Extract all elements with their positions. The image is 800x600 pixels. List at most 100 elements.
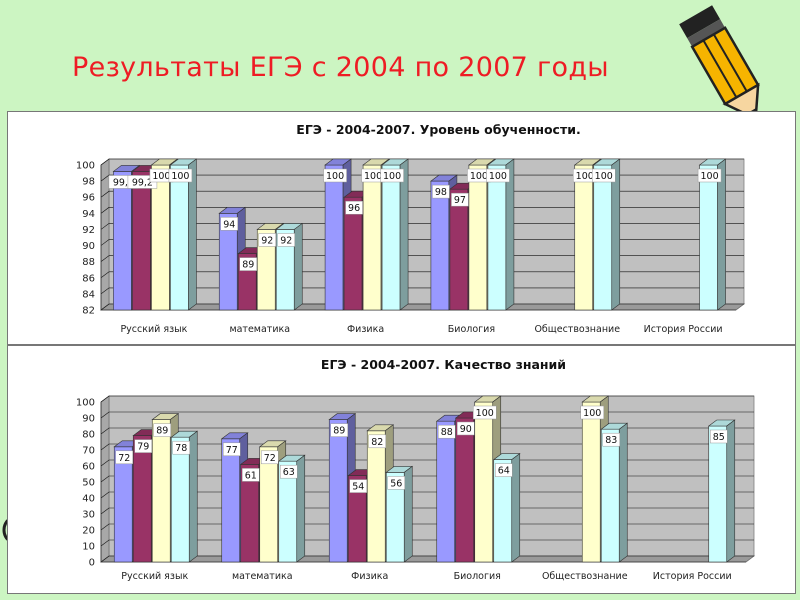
grid-line [100, 303, 744, 311]
grid-line [100, 475, 754, 483]
y-tick-label: 20 [82, 526, 95, 537]
y-tick-label: 96 [82, 193, 95, 204]
svg-text:89: 89 [156, 426, 168, 437]
y-tick-label: 30 [82, 510, 95, 521]
svg-text:100: 100 [595, 171, 613, 182]
data-label: 100 [592, 168, 616, 183]
bar [592, 158, 621, 311]
bar [169, 158, 198, 311]
category-label: Обществознание [534, 324, 620, 335]
category-label: Обществознание [542, 571, 628, 582]
grid-line [100, 443, 754, 451]
grid-line [100, 158, 744, 166]
y-tick-label: 70 [82, 446, 95, 457]
svg-text:63: 63 [283, 467, 295, 478]
category-label: Физика [351, 571, 388, 582]
y-tick-label: 98 [82, 177, 95, 188]
category-label: математика [232, 571, 293, 582]
data-label: 100 [168, 168, 193, 183]
chart-title: ЕГЭ - 2004-2007. Уровень обученности. [296, 122, 580, 137]
y-tick-label: 100 [76, 398, 95, 409]
svg-text:79: 79 [137, 442, 149, 453]
svg-text:100: 100 [171, 171, 189, 182]
bar [698, 158, 727, 311]
svg-text:100: 100 [326, 171, 344, 182]
y-tick-label: 40 [82, 494, 95, 505]
svg-text:100: 100 [476, 408, 494, 419]
svg-text:97: 97 [454, 195, 466, 206]
svg-text:100: 100 [364, 171, 382, 182]
chart-title: ЕГЭ - 2004-2007. Качество знаний [321, 357, 566, 372]
grid-line [100, 523, 754, 531]
y-tick-label: 60 [82, 462, 95, 473]
chart-kachestvo-znaniy: ЕГЭ - 2004-2007. Качество знаний 0 10 20 30 4… [76, 357, 756, 582]
svg-text:100: 100 [489, 171, 507, 182]
data-label: 100 [486, 168, 510, 183]
data-label: 88 [438, 424, 456, 439]
bar [600, 422, 629, 563]
grid-line [100, 427, 754, 435]
pencil-icon [679, 5, 760, 120]
y-tick-label: 50 [82, 478, 95, 489]
grid-line [100, 411, 754, 419]
plot-floor [99, 303, 746, 311]
bar [277, 454, 306, 563]
y-tick-label: 88 [82, 257, 95, 268]
svg-text:100: 100 [152, 171, 170, 182]
y-tick-label: 10 [82, 542, 95, 553]
grid-line [100, 539, 754, 547]
y-tick-label: 90 [82, 414, 95, 425]
svg-text:100: 100 [383, 171, 401, 182]
svg-text:89: 89 [333, 426, 345, 437]
bar [707, 419, 736, 563]
svg-text:99,2: 99,2 [132, 177, 153, 188]
data-label: 94 [220, 217, 238, 231]
category-label: История России [644, 324, 723, 335]
svg-text:56: 56 [390, 478, 402, 489]
data-label: 100 [473, 405, 497, 420]
grid-line [100, 223, 744, 230]
category-label: Русский язык [120, 324, 187, 335]
data-label: 96 [345, 200, 363, 215]
data-label: 100 [380, 168, 404, 183]
bar [385, 465, 414, 563]
y-tick-label: 0 [89, 558, 95, 569]
grid-line [100, 255, 744, 262]
data-label: 79 [134, 439, 152, 453]
svg-text:92: 92 [261, 235, 273, 246]
svg-text:94: 94 [223, 219, 235, 230]
y-tick-label: 100 [76, 161, 95, 172]
svg-text:54: 54 [352, 482, 364, 493]
category-label: Физика [347, 324, 384, 335]
chart-panel-1: ЕГЭ - 2004-2007. Уровень обученности. 82 8… [7, 111, 796, 345]
data-label: 78 [172, 440, 190, 455]
svg-text:92: 92 [280, 235, 292, 246]
category-label: История России [653, 571, 732, 582]
data-label: 98 [432, 184, 450, 199]
data-label: 64 [495, 463, 513, 477]
svg-text:82: 82 [371, 437, 383, 448]
data-label: 100 [323, 168, 347, 183]
data-label: 89 [153, 423, 171, 437]
svg-text:98: 98 [435, 187, 447, 198]
data-label: 54 [349, 479, 367, 493]
data-label: 56 [387, 476, 405, 490]
svg-text:99,2: 99,2 [113, 177, 134, 188]
grid-line [100, 491, 754, 499]
bar [492, 452, 521, 563]
grid-line [100, 395, 754, 403]
grid-line [100, 239, 744, 246]
slide-title: Результаты ЕГЭ с 2004 по 2007 годы [72, 52, 609, 83]
grid-line [100, 555, 754, 563]
data-label: 92 [277, 233, 295, 247]
chart-panel-2: ЕГЭ - 2004-2007. Качество знаний 0 10 20 30 4… [7, 345, 796, 594]
svg-text:83: 83 [605, 435, 617, 446]
category-label: Биология [454, 571, 501, 582]
svg-text:100: 100 [701, 171, 719, 182]
chart-uroven-obuchennosti: ЕГЭ - 2004-2007. Уровень обученности. 82 8… [76, 122, 746, 335]
data-label: 97 [451, 192, 469, 207]
y-tick-label: 94 [82, 209, 95, 220]
svg-text:100: 100 [576, 171, 594, 182]
svg-text:96: 96 [348, 203, 360, 214]
data-label: 89 [330, 423, 348, 437]
